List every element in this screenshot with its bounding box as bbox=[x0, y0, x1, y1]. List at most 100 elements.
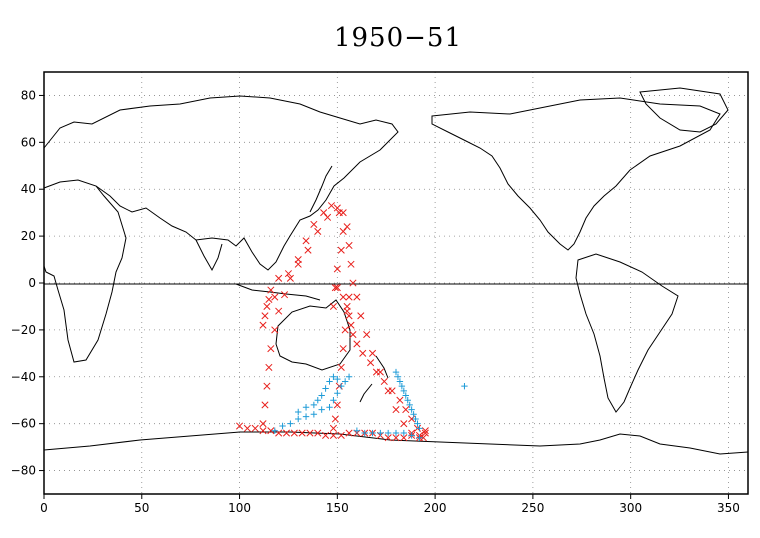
x-tick-label: 200 bbox=[424, 501, 447, 515]
x-tick-label: 300 bbox=[619, 501, 642, 515]
point-marker bbox=[286, 274, 294, 282]
point-marker bbox=[322, 385, 329, 392]
point-marker bbox=[302, 404, 310, 411]
point-marker bbox=[461, 382, 468, 390]
point-marker bbox=[322, 431, 330, 439]
point-marker bbox=[259, 427, 267, 435]
point-marker bbox=[318, 406, 325, 413]
point-marker bbox=[338, 382, 345, 390]
point-marker bbox=[263, 302, 271, 310]
point-marker bbox=[345, 241, 353, 250]
point-marker bbox=[271, 326, 279, 334]
point-marker bbox=[357, 312, 365, 320]
point-marker bbox=[310, 411, 318, 418]
point-marker bbox=[406, 401, 413, 409]
coast-south-america bbox=[575, 253, 679, 413]
point-marker bbox=[394, 373, 402, 380]
point-marker bbox=[398, 382, 406, 390]
point-marker bbox=[327, 202, 336, 210]
coastline-map bbox=[43, 87, 749, 455]
point-marker bbox=[337, 363, 345, 371]
point-marker bbox=[339, 345, 347, 353]
point-marker bbox=[345, 293, 353, 301]
y-tick-label: −80 bbox=[11, 464, 36, 478]
point-marker bbox=[310, 401, 318, 409]
coast-eurasia bbox=[43, 95, 399, 271]
point-marker bbox=[310, 220, 318, 228]
coast-africa bbox=[43, 179, 127, 363]
point-marker bbox=[392, 368, 400, 376]
point-marker bbox=[333, 204, 341, 212]
grid-lines bbox=[43, 72, 748, 494]
point-marker bbox=[314, 397, 321, 404]
point-marker bbox=[396, 396, 404, 404]
point-marker bbox=[236, 422, 244, 430]
point-marker bbox=[341, 326, 349, 334]
point-marker bbox=[339, 293, 347, 301]
point-marker bbox=[337, 431, 345, 439]
point-marker bbox=[408, 406, 415, 413]
point-marker bbox=[333, 265, 341, 273]
point-marker bbox=[400, 429, 408, 437]
point-marker bbox=[416, 425, 423, 432]
point-marker bbox=[290, 429, 298, 437]
point-marker bbox=[384, 434, 392, 442]
point-marker bbox=[259, 420, 267, 428]
point-marker bbox=[314, 429, 322, 437]
point-marker bbox=[267, 286, 275, 294]
point-marker bbox=[287, 420, 294, 427]
point-marker bbox=[302, 413, 310, 420]
point-marker bbox=[408, 432, 415, 439]
point-marker bbox=[331, 284, 339, 292]
point-marker bbox=[414, 420, 421, 427]
y-tick-label: 40 bbox=[21, 182, 36, 196]
point-marker bbox=[329, 424, 337, 432]
series-1 bbox=[271, 368, 468, 441]
coast-north-america bbox=[431, 97, 721, 251]
point-marker bbox=[421, 427, 429, 435]
coast-greenland bbox=[639, 87, 729, 133]
point-marker bbox=[402, 406, 410, 414]
point-marker bbox=[263, 382, 271, 390]
point-marker bbox=[334, 389, 341, 397]
point-marker bbox=[267, 427, 275, 435]
point-marker bbox=[320, 209, 328, 217]
point-marker bbox=[410, 411, 417, 418]
point-marker bbox=[280, 291, 289, 299]
coast-antarctica bbox=[43, 431, 749, 455]
point-marker bbox=[295, 415, 302, 423]
point-marker bbox=[306, 429, 314, 437]
point-marker bbox=[279, 422, 286, 430]
point-marker bbox=[400, 387, 408, 395]
point-marker bbox=[380, 377, 388, 386]
series-layer bbox=[236, 202, 468, 442]
point-marker bbox=[331, 415, 339, 423]
point-marker bbox=[333, 284, 341, 292]
point-marker bbox=[326, 404, 333, 411]
point-marker bbox=[271, 427, 278, 434]
point-marker bbox=[282, 429, 291, 437]
point-marker bbox=[334, 375, 341, 383]
point-marker bbox=[341, 378, 349, 385]
axis-ticks: 0 50 100 150 200 250 300 350 −80 −60 −40 −20 0 20 40 60… bbox=[11, 88, 740, 515]
point-marker bbox=[326, 378, 333, 385]
point-marker bbox=[347, 260, 355, 268]
point-marker bbox=[275, 307, 283, 315]
point-marker bbox=[402, 392, 409, 399]
y-tick-label: 0 bbox=[28, 276, 36, 290]
point-marker bbox=[353, 293, 361, 301]
point-marker bbox=[298, 429, 306, 437]
point-marker bbox=[363, 331, 371, 339]
point-marker bbox=[284, 270, 292, 278]
point-marker bbox=[388, 387, 396, 395]
x-tick-label: 0 bbox=[40, 501, 48, 515]
point-marker bbox=[324, 213, 332, 221]
x-tick-label: 100 bbox=[228, 501, 251, 515]
point-marker bbox=[261, 401, 269, 409]
point-marker bbox=[304, 246, 312, 254]
point-marker bbox=[295, 408, 302, 416]
point-marker bbox=[419, 434, 427, 442]
y-tick-label: 20 bbox=[21, 229, 36, 243]
point-marker bbox=[343, 302, 351, 310]
point-marker bbox=[251, 424, 259, 432]
